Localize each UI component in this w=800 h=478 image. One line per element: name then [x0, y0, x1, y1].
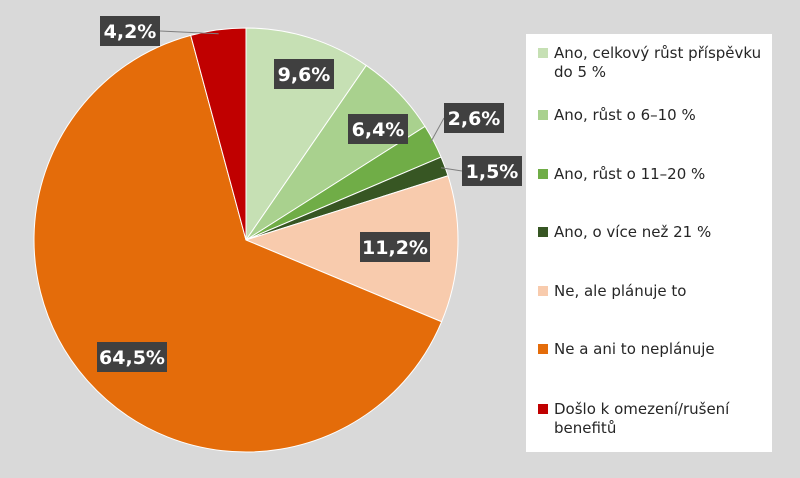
legend-item: Ne a ani to neplánuje — [538, 340, 764, 359]
legend-label: Ano, růst o 6–10 % — [554, 106, 696, 124]
data-label-text: 9,6% — [278, 64, 331, 86]
data-label: 4,2% — [100, 16, 160, 46]
legend-label: Ne, ale plánuje to — [554, 282, 687, 300]
data-label-text: 64,5% — [99, 347, 165, 369]
data-label-box — [100, 16, 160, 46]
data-label-text: 6,4% — [352, 119, 405, 141]
data-label-box — [97, 342, 167, 372]
data-label: 1,5% — [462, 156, 522, 186]
data-labels: 9,6% 6,4% 2,6% 1,5% 11,2% 64,5% 4,2% — [97, 16, 522, 372]
data-label-box — [462, 156, 522, 186]
data-label-text: 2,6% — [448, 108, 501, 130]
leader-line — [159, 30, 219, 35]
legend-swatch — [538, 286, 548, 296]
data-label-box — [274, 59, 334, 89]
pie-slice — [244, 175, 459, 323]
legend-label: Ne a ani to neplánuje — [554, 340, 715, 358]
data-label: 6,4% — [348, 114, 408, 144]
data-label-box — [348, 114, 408, 144]
data-label-box — [444, 103, 504, 133]
legend-swatch — [538, 344, 548, 354]
legend-item: Ano, růst o 6–10 % — [538, 106, 764, 125]
data-label: 2,6% — [444, 103, 504, 133]
data-label: 9,6% — [274, 59, 334, 89]
leader-line — [429, 117, 445, 144]
legend-item: Ne, ale plánuje to — [538, 282, 764, 301]
legend-item: Ano, růst o 11–20 % — [538, 165, 764, 184]
pie-slices — [33, 27, 459, 453]
legend-label: Došlo k omezení/rušení benefitů — [554, 400, 730, 437]
legend-item: Došlo k omezení/rušení benefitů — [538, 400, 764, 438]
data-label-box — [360, 232, 430, 262]
legend-label: Ano, růst o 11–20 % — [554, 165, 706, 183]
legend-label: Ano, o více než 21 % — [554, 223, 712, 241]
data-label: 11,2% — [360, 232, 430, 262]
data-label-text: 1,5% — [466, 161, 519, 183]
data-label-text: 11,2% — [362, 237, 428, 259]
data-label-text: 4,2% — [104, 21, 157, 43]
legend-item: Ano, o více než 21 % — [538, 223, 764, 242]
leader-line — [440, 167, 463, 172]
legend-swatch — [538, 48, 548, 58]
data-label: 64,5% — [97, 342, 167, 372]
leader-lines — [159, 30, 463, 172]
legend-swatch — [538, 227, 548, 237]
legend-label: Ano, celkový růst příspěvku do 5 % — [554, 44, 762, 81]
pie-slice — [190, 27, 247, 241]
legend-swatch — [538, 110, 548, 120]
legend-item: Ano, celkový růst příspěvku do 5 % — [538, 44, 764, 82]
legend-swatch — [538, 404, 548, 414]
legend: Ano, celkový růst příspěvku do 5 % Ano, … — [526, 34, 772, 452]
legend-swatch — [538, 169, 548, 179]
